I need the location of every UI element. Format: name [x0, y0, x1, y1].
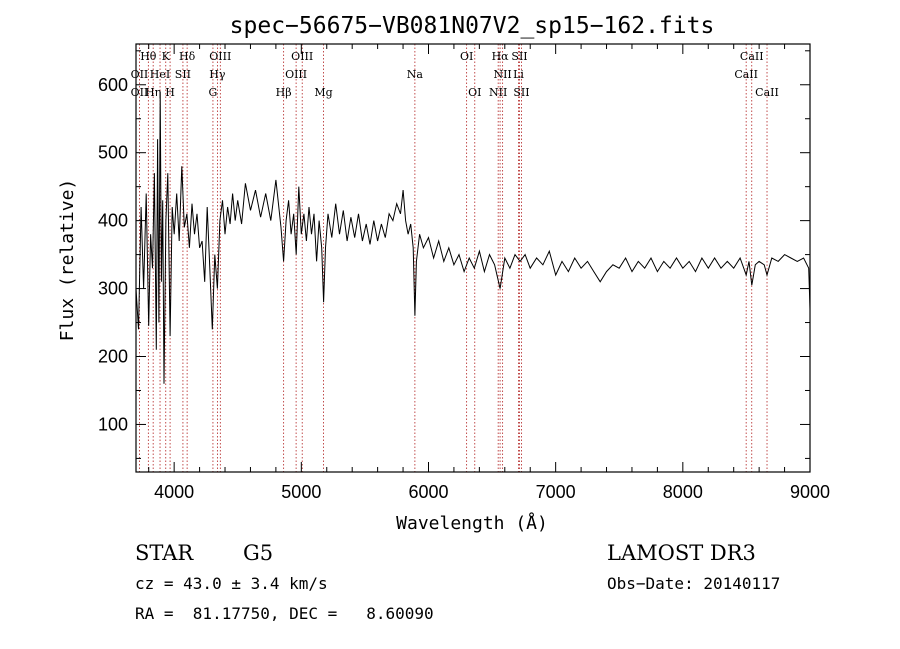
chart-title: spec−56675−VB081N07V2_sp15−162.fits — [230, 13, 715, 39]
line-label-15: Li — [513, 68, 524, 81]
line-label-9: OII — [131, 68, 149, 81]
y-axis-ticks: 100 200 300 400 500 600 — [98, 50, 810, 459]
line-label-16: CaII — [734, 68, 758, 81]
line-label-2: Hδ — [179, 50, 196, 63]
spectral-subclass: G5 — [243, 541, 274, 565]
y-tick-label-4: 500 — [98, 143, 128, 163]
line-label-20: G — [209, 86, 218, 99]
line-label-4: OIII — [291, 50, 313, 63]
line-label-21: Hβ — [276, 86, 292, 99]
line-label-12: Hγ — [209, 68, 226, 81]
line-label-13: OIII — [285, 68, 307, 81]
line-label-18: Hη — [145, 86, 161, 99]
line-label-24: OI — [468, 86, 481, 99]
line-label-19: H — [165, 86, 175, 99]
line-label-8: CaII — [740, 50, 764, 63]
spectrum-line — [135, 91, 811, 384]
y-tick-label-5: 600 — [98, 75, 128, 95]
obs-date: Obs−Date: 20140117 — [607, 574, 781, 593]
x-axis-ticks: 4000 5000 6000 7000 8000 9000 — [148, 44, 830, 502]
line-label-0: Hθ — [140, 50, 157, 63]
y-axis-label: Flux (relative) — [57, 179, 78, 342]
x-tick-label-1: 5000 — [281, 482, 321, 502]
line-label-17: OII — [131, 86, 149, 99]
line-label-25: NII — [489, 86, 507, 99]
redshift-text: cz = 43.0 ± 3.4 km/s — [135, 574, 328, 593]
x-tick-label-2: 6000 — [408, 482, 448, 502]
x-tick-label-3: 7000 — [536, 482, 576, 502]
line-label-6: Hα — [492, 50, 510, 63]
object-class: STAR — [135, 541, 194, 565]
x-axis-label: Wavelength (Å) — [396, 512, 548, 534]
coordinates: RA = 81.17750, DEC = 8.60090 — [135, 604, 434, 623]
line-label-22: Mg — [314, 86, 332, 99]
survey-name: LAMOST DR3 — [607, 541, 756, 565]
line-label-23: Na — [407, 68, 424, 81]
line-label-1: K — [162, 50, 171, 63]
y-tick-label-1: 200 — [98, 347, 128, 367]
y-tick-label-3: 400 — [98, 211, 128, 231]
y-tick-label-2: 300 — [98, 279, 128, 299]
line-label-11: SII — [175, 68, 191, 81]
plot-frame — [135, 43, 811, 473]
line-label-10: HeI — [150, 68, 170, 81]
emission-line-markers — [139, 44, 768, 472]
line-label-26: SII — [513, 86, 529, 99]
line-label-27: CaII — [755, 86, 779, 99]
x-tick-label-4: 8000 — [663, 482, 703, 502]
x-tick-label-0: 4000 — [154, 482, 194, 502]
line-label-14: NII — [493, 68, 511, 81]
y-tick-label-0: 100 — [98, 414, 128, 434]
line-label-5: OI — [460, 50, 473, 63]
x-tick-label-5: 9000 — [790, 482, 830, 502]
line-label-7: SII — [511, 50, 527, 63]
line-label-3: OIII — [209, 50, 231, 63]
